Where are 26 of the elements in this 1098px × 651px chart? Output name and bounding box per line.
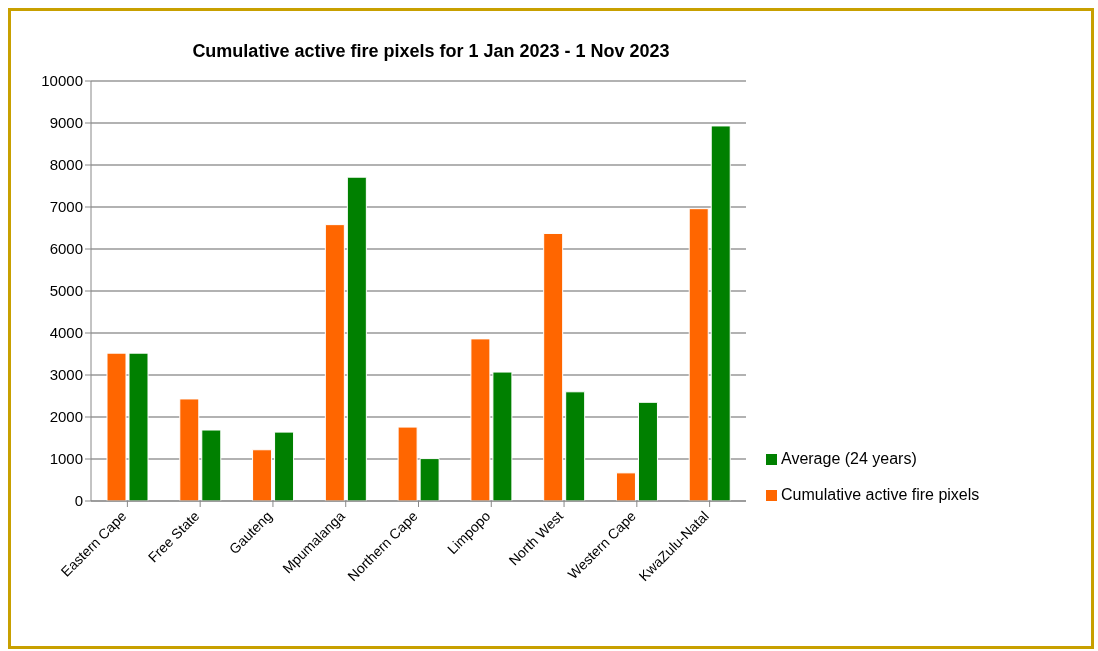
bar	[201, 429, 222, 501]
legend-label: Cumulative active fire pixels	[781, 486, 980, 503]
bar	[346, 176, 367, 501]
bar	[324, 224, 345, 501]
y-tick-label: 6000	[49, 240, 83, 258]
bar	[252, 449, 273, 501]
y-tick-label: 10000	[41, 72, 83, 90]
bar	[179, 398, 200, 501]
y-tick-label: 0	[74, 492, 83, 510]
y-tick-label: 5000	[49, 282, 83, 300]
bar	[688, 208, 709, 501]
legend-label: Average (24 years)	[781, 450, 917, 467]
bar	[274, 431, 295, 501]
y-tick-label: 2000	[49, 408, 83, 426]
y-tick-label: 3000	[49, 366, 83, 384]
bar	[565, 391, 586, 501]
chart-title: Cumulative active fire pixels for 1 Jan 2023 - 1 Nov 2023	[191, 41, 671, 62]
y-tick-label: 9000	[49, 114, 83, 132]
y-tick-label: 7000	[49, 198, 83, 216]
y-tick-label: 8000	[49, 156, 83, 174]
bar	[615, 472, 636, 501]
y-tick-label: 1000	[49, 450, 83, 468]
bar	[543, 232, 564, 501]
bar	[637, 401, 658, 501]
bar	[710, 125, 731, 501]
y-tick-label: 4000	[49, 324, 83, 342]
